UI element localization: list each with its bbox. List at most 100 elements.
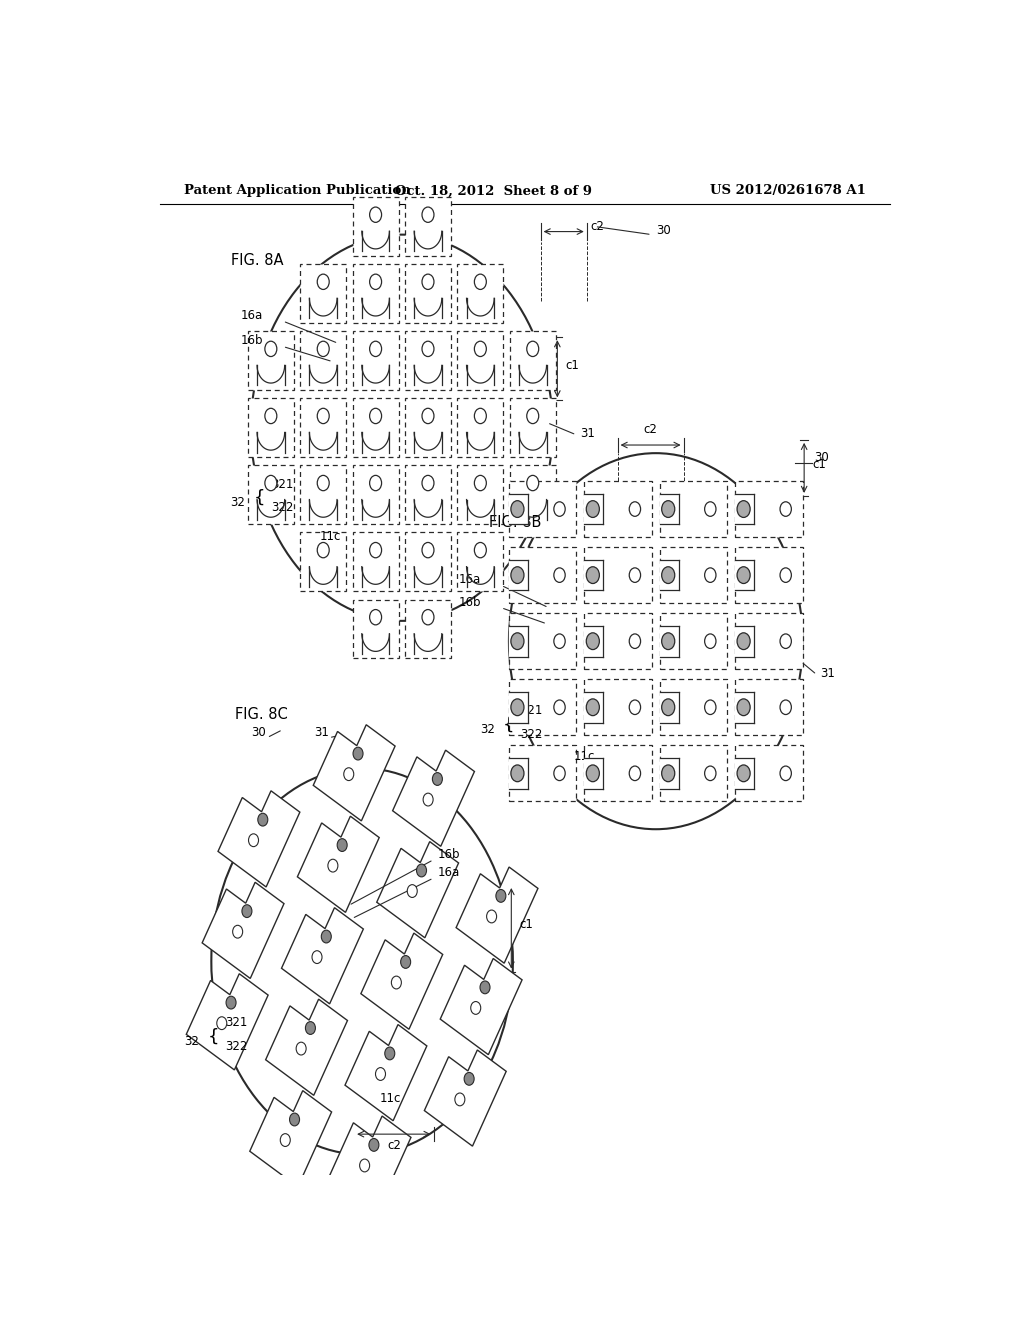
Circle shape [217,1016,226,1030]
Circle shape [705,634,716,648]
Circle shape [737,500,751,517]
Text: 321: 321 [270,478,293,491]
Bar [735,626,754,656]
Text: 321: 321 [225,1016,247,1030]
Circle shape [265,408,276,424]
Bar [404,331,451,391]
Circle shape [587,698,599,715]
Polygon shape [329,1115,411,1212]
Circle shape [474,341,486,356]
Bar [510,466,556,524]
Circle shape [587,500,599,517]
Text: c2: c2 [591,219,604,232]
Bar [585,494,603,524]
Text: 32: 32 [184,1035,200,1048]
Text: 30: 30 [655,223,671,236]
Circle shape [662,698,675,715]
Text: {: { [207,1027,219,1045]
Circle shape [359,1159,370,1172]
Circle shape [370,408,382,424]
Bar [510,399,556,457]
Bar [300,399,346,457]
Bar [585,614,651,669]
Circle shape [385,1047,395,1060]
Bar [404,599,451,659]
Bar [509,494,527,524]
Polygon shape [345,1024,427,1121]
Circle shape [370,475,382,491]
Text: 31: 31 [581,426,595,440]
Circle shape [432,772,442,785]
Circle shape [629,568,641,582]
Bar [585,680,651,735]
Text: 32: 32 [230,496,246,510]
Text: Oct. 18, 2012  Sheet 8 of 9: Oct. 18, 2012 Sheet 8 of 9 [394,185,592,198]
Bar [300,532,346,591]
Circle shape [662,632,675,649]
Circle shape [242,904,252,917]
Bar [659,680,727,735]
Circle shape [408,884,417,898]
Text: 16a: 16a [437,866,460,879]
Bar [509,560,527,590]
Polygon shape [360,933,442,1030]
Bar [735,548,803,603]
Bar [458,264,504,323]
Polygon shape [250,1090,332,1187]
Text: 321: 321 [520,705,543,717]
Bar [509,746,577,801]
Circle shape [511,764,524,781]
Circle shape [464,1072,474,1085]
Circle shape [705,766,716,780]
Circle shape [554,700,565,714]
Text: FIG. 8B: FIG. 8B [489,515,542,531]
Circle shape [474,475,486,491]
Circle shape [480,981,490,994]
Text: 322: 322 [270,502,293,513]
Bar [659,746,727,801]
Polygon shape [313,725,395,821]
Circle shape [509,453,803,829]
Circle shape [455,1093,465,1106]
Circle shape [328,859,338,873]
Polygon shape [424,1049,506,1146]
Circle shape [290,1113,300,1126]
Bar [248,331,294,391]
Circle shape [587,764,599,781]
Circle shape [422,408,434,424]
Circle shape [423,793,433,807]
Circle shape [737,764,751,781]
Circle shape [662,566,675,583]
Circle shape [317,543,329,558]
Bar [509,692,527,722]
Circle shape [662,764,675,781]
Circle shape [511,500,524,517]
Circle shape [662,500,675,517]
Text: Patent Application Publication: Patent Application Publication [183,185,411,198]
Text: 322: 322 [520,727,543,741]
Bar [300,331,346,391]
Text: 322: 322 [225,1040,247,1053]
Polygon shape [297,816,379,912]
Text: FIG. 8C: FIG. 8C [236,708,288,722]
Circle shape [422,543,434,558]
Circle shape [317,341,329,356]
Circle shape [251,235,553,620]
Circle shape [281,1134,290,1147]
Circle shape [780,700,792,714]
Text: 16b: 16b [241,334,263,347]
Circle shape [554,568,565,582]
Circle shape [422,207,434,222]
Polygon shape [392,750,474,846]
Circle shape [265,341,276,356]
Circle shape [370,275,382,289]
Bar [404,264,451,323]
Circle shape [370,341,382,356]
Bar [585,692,603,722]
Bar [585,626,603,656]
Polygon shape [282,908,364,1003]
Circle shape [474,275,486,289]
Text: c2: c2 [644,422,657,436]
Circle shape [511,566,524,583]
Circle shape [232,925,243,939]
